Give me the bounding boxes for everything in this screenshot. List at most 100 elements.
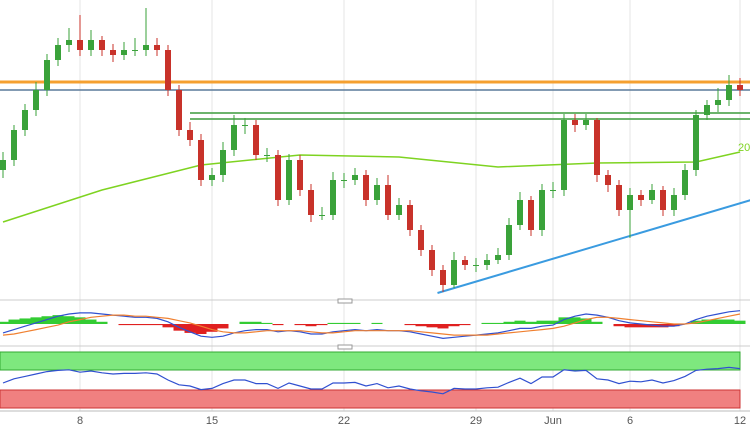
- macd-histogram-bar: [481, 322, 493, 324]
- macd-histogram-bar: [239, 321, 251, 324]
- candle-body: [110, 50, 116, 55]
- candle-body: [660, 190, 666, 210]
- macd-histogram-bar: [624, 324, 636, 328]
- rsi-overbought-band: [0, 351, 741, 371]
- macd-histogram-bar: [503, 321, 515, 324]
- macd-histogram-bar: [437, 324, 449, 329]
- candle-body: [737, 85, 743, 90]
- rsi-line: [2, 366, 741, 395]
- macd-histogram-bar: [415, 324, 427, 327]
- candle-body: [55, 45, 61, 60]
- panel-handle: [337, 344, 353, 350]
- macd-histogram-bar: [140, 324, 152, 326]
- macd-histogram-bar: [85, 319, 97, 324]
- macd-histogram-bar: [151, 324, 163, 326]
- macd-histogram-bar: [294, 324, 306, 326]
- candle-body: [264, 155, 270, 156]
- candle-body: [44, 60, 50, 90]
- candle-body: [330, 180, 336, 215]
- macd-histogram-bar: [206, 324, 218, 332]
- macd-histogram-bar: [668, 324, 680, 327]
- macd-histogram-bar: [129, 324, 141, 326]
- candle-body: [33, 90, 39, 110]
- macd-histogram-bar: [118, 324, 130, 326]
- candle-body: [561, 120, 567, 190]
- candle-body: [165, 50, 171, 90]
- x-tick-label: 22: [338, 415, 350, 427]
- macd-histogram-bar: [448, 324, 460, 327]
- macd-histogram-bar: [261, 322, 273, 324]
- candle-body: [286, 160, 292, 200]
- macd-histogram-bar: [514, 320, 526, 324]
- macd-histogram-bar: [525, 321, 537, 324]
- candle-body: [88, 40, 94, 50]
- candle-body: [495, 255, 501, 260]
- candle-body: [363, 175, 369, 200]
- macd-histogram-bar: [316, 324, 328, 326]
- candle-body: [726, 85, 732, 100]
- macd-histogram-bar: [371, 322, 383, 324]
- macd-histogram-bar: [0, 321, 9, 324]
- macd-histogram-bar: [635, 324, 647, 328]
- candle-body: [396, 205, 402, 215]
- macd-histogram-bar: [96, 321, 108, 324]
- macd-histogram-bar: [536, 320, 548, 324]
- candle-body: [594, 120, 600, 175]
- sma-label: 20: [738, 142, 750, 154]
- x-tick-label: 15: [206, 415, 218, 427]
- candle-body: [649, 190, 655, 200]
- candle-body: [462, 260, 468, 265]
- candle-body: [297, 160, 303, 190]
- macd-histogram-bar: [217, 324, 229, 329]
- macd-histogram-bar: [162, 324, 174, 328]
- candle-body: [638, 195, 644, 200]
- candle-body: [550, 190, 556, 191]
- candle-body: [484, 260, 490, 265]
- candle-body: [517, 200, 523, 225]
- candle-body: [627, 195, 633, 210]
- candle-body: [209, 175, 215, 180]
- candle-body: [528, 200, 534, 230]
- candle-body: [132, 50, 138, 51]
- macd-histogram-bar: [52, 315, 64, 324]
- macd-histogram-bar: [305, 324, 317, 327]
- candle-body: [319, 215, 325, 216]
- candle-body: [143, 45, 149, 50]
- candle-body: [253, 125, 259, 155]
- candle-body: [341, 180, 347, 181]
- macd-histogram-bar: [591, 321, 603, 324]
- candle-body: [539, 190, 545, 230]
- candle-body: [77, 40, 83, 50]
- candle-body: [671, 195, 677, 210]
- macd-histogram-bar: [404, 324, 416, 326]
- macd-histogram-bar: [613, 324, 625, 327]
- candle-body: [198, 140, 204, 180]
- candle-body: [682, 170, 688, 195]
- candle-body: [693, 115, 699, 170]
- candle-body: [187, 130, 193, 140]
- candle-body: [605, 175, 611, 185]
- rsi-oversold-band: [0, 389, 741, 409]
- macd-histogram-bar: [349, 322, 361, 324]
- candle-body: [275, 155, 281, 200]
- candle-body: [407, 205, 413, 230]
- macd-histogram-bar: [8, 319, 20, 324]
- trendline: [437, 199, 750, 294]
- candle-body: [440, 270, 446, 285]
- candle-body: [66, 40, 72, 45]
- macd-histogram-bar: [184, 324, 196, 333]
- candle-body: [154, 45, 160, 50]
- candle-body: [0, 160, 6, 170]
- x-tick-label: 8: [77, 415, 83, 427]
- macd-histogram-bar: [327, 322, 339, 324]
- candle-body: [583, 120, 589, 125]
- candle-body: [220, 150, 226, 175]
- candle-body: [715, 100, 721, 105]
- candle-body: [99, 40, 105, 50]
- candle-body: [572, 120, 578, 125]
- macd-histogram-bar: [580, 318, 592, 324]
- candle-body: [176, 90, 182, 130]
- macd-histogram-bar: [459, 324, 471, 326]
- candle-body: [374, 185, 380, 200]
- x-tick-label: 6: [627, 415, 633, 427]
